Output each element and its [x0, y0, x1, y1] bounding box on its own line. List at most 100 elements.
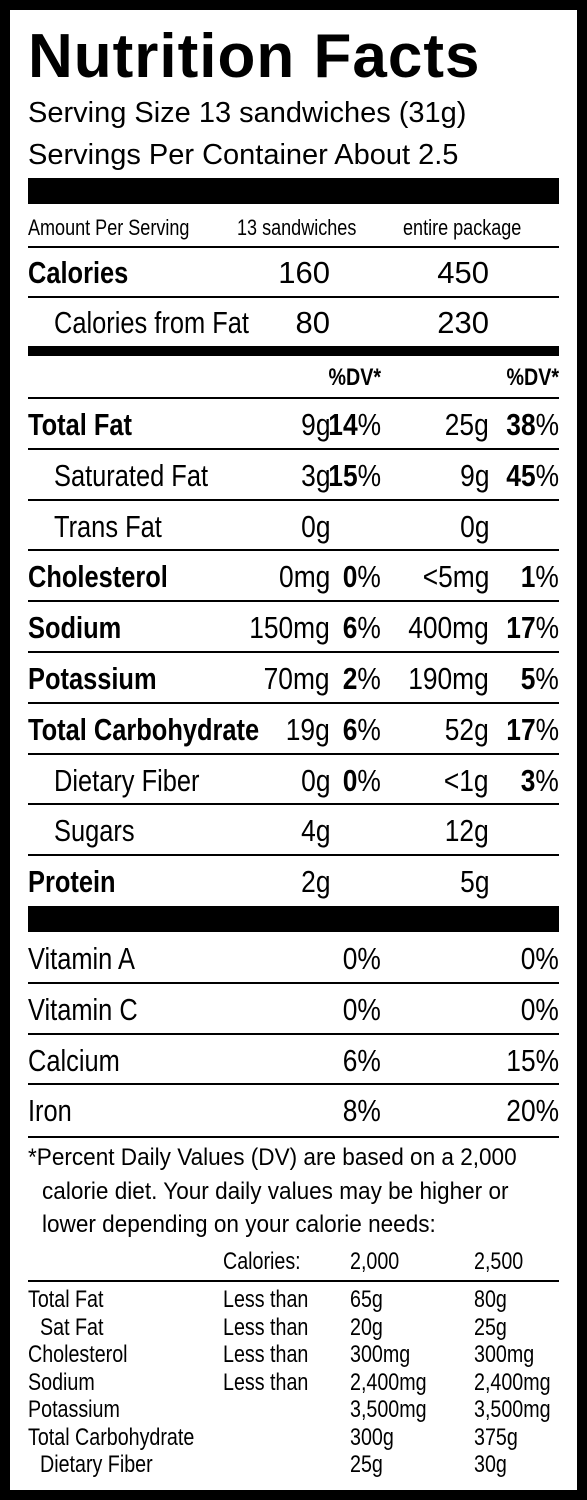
dv-table-row: Dietary Fiber 25g 30g — [28, 1451, 559, 1479]
nutrient-row: Saturated Fat 3g 9g 15% 45% — [28, 450, 559, 501]
nutrient-dv-b: 45% — [506, 450, 559, 501]
nutrient-dv-a: 15% — [328, 450, 381, 501]
calories-a: 160 — [278, 255, 330, 290]
nutrient-label: Total Carbohydrate — [28, 711, 260, 747]
dv-table-label: Cholesterol — [28, 1341, 128, 1368]
dv-table-value-2000: 25g — [350, 1451, 383, 1478]
nutrient-amount-b: 400mg — [408, 610, 489, 646]
dv-table-value-2000: 300mg — [350, 1341, 411, 1368]
nutrient-label: Total Fat — [28, 407, 133, 442]
calories-row: Calories 160 450 — [28, 247, 559, 298]
divider — [28, 803, 559, 806]
nutrient-dv-b: 17% — [506, 704, 559, 755]
dv-value: 6 — [342, 610, 358, 646]
dv-table-value-2500: 3,500mg — [474, 1396, 551, 1423]
nutrient-dv-a: 2% — [343, 653, 381, 704]
footnote-line-3: lower depending on your calorie needs: — [42, 1211, 436, 1238]
dv-value: 17 — [506, 711, 536, 747]
nutrient-amount-b: 25g — [445, 407, 489, 442]
divider — [28, 981, 559, 984]
dv-table-value-2000: 20g — [350, 1313, 383, 1341]
amount-per-serving-label: Amount Per Serving — [28, 215, 190, 240]
dv-value: 5 — [520, 661, 536, 696]
divider — [28, 600, 559, 603]
nutrient-label: Sugars — [54, 813, 135, 849]
calories-fat-label: Calories from Fat — [54, 305, 249, 340]
percent-sign: % — [357, 711, 381, 747]
dv-table-label: Potassium — [28, 1396, 120, 1423]
nutrient-amount-a: 70mg — [264, 661, 330, 696]
dv-value: 0 — [342, 559, 358, 595]
nutrient-row: Protein 2g 5g — [28, 856, 559, 907]
nutrient-label: Dietary Fiber — [54, 762, 200, 798]
nutrient-amount-a: 2g — [300, 864, 330, 900]
percent-sign: % — [535, 661, 559, 696]
nutrient-label: Protein — [28, 864, 116, 900]
dv-table-value-2000: 300g — [350, 1423, 394, 1451]
calories-label: Calories — [28, 255, 129, 290]
percent-sign: % — [357, 457, 381, 493]
dv-table-qualifier: Less than — [223, 1368, 309, 1396]
dv-table-value-2500: 375g — [474, 1423, 518, 1451]
divider — [28, 397, 559, 399]
nutrient-amount-b: 12g — [445, 813, 489, 849]
percent-sign: % — [535, 762, 559, 798]
nutrient-amount-a: 19g — [286, 711, 330, 747]
vitamin-dv-b: 0% — [520, 941, 559, 976]
dv-table-label: Sat Fat — [40, 1313, 104, 1341]
nutrient-dv-b: 17% — [506, 602, 559, 653]
dv-table-row: Sodium Less than 2,400mg 2,400mg — [28, 1369, 559, 1397]
dv-table-label: Total Fat — [28, 1286, 104, 1313]
divider — [28, 296, 559, 298]
nutrient-dv-a: 14% — [328, 399, 381, 450]
divider — [28, 1032, 559, 1035]
dv-table-row: Total Fat Less than 65g 80g — [28, 1286, 559, 1314]
nutrient-amount-b: 190mg — [408, 661, 489, 696]
vitamin-dv-a: 0% — [342, 941, 381, 976]
percent-sign: % — [357, 559, 381, 595]
column-a-header: 13 sandwiches — [237, 215, 357, 240]
calories-fat-b: 230 — [437, 305, 489, 340]
servings-per-container: Servings Per Container About 2.5 — [28, 139, 459, 171]
percent-sign: % — [357, 407, 381, 442]
nutrient-row: Cholesterol 0mg <5mg 0% 1% — [28, 551, 559, 602]
dv-table-value-2500: 30g — [474, 1451, 507, 1478]
calories-b: 450 — [437, 255, 489, 290]
nutrient-dv-a: 0% — [343, 551, 381, 602]
dv-table-qualifier: Less than — [223, 1341, 309, 1368]
nutrient-label: Sodium — [28, 610, 122, 646]
percent-sign: % — [535, 711, 559, 747]
nutrient-amount-b: 0g — [459, 508, 489, 544]
nutrient-dv-b: 3% — [521, 755, 559, 806]
vitamin-dv-b: 20% — [506, 1093, 559, 1129]
nutrient-dv-b: 5% — [521, 653, 559, 704]
dv-table-label: Dietary Fiber — [40, 1451, 153, 1478]
nutrient-row: Sugars 4g 12g — [28, 805, 559, 856]
column-b-header: entire package — [403, 215, 522, 240]
footnote-line-2: calorie diet. Your daily values may be h… — [42, 1178, 509, 1205]
nutrient-label: Cholesterol — [28, 559, 168, 595]
vitamin-dv-a: 0% — [342, 991, 381, 1027]
percent-sign: % — [357, 610, 381, 646]
dv-table-row: Cholesterol Less than 300mg 300mg — [28, 1341, 559, 1369]
divider — [28, 854, 559, 857]
divider — [28, 246, 559, 248]
vitamin-row: Vitamin C 0% 0% — [28, 984, 559, 1035]
dv-table-label: Total Carbohydrate — [28, 1423, 195, 1451]
divider — [28, 1136, 559, 1138]
dv-table-value-2000: 3,500mg — [350, 1396, 427, 1423]
vitamin-label: Vitamin A — [28, 941, 135, 976]
dv-b-header: %DV* — [506, 364, 559, 391]
nutrient-row: Potassium 70mg 190mg 2% 5% — [28, 653, 559, 704]
dv-table-col-2500: 2,500 — [474, 1248, 524, 1275]
nutrient-label: Potassium — [28, 661, 157, 696]
dv-table-row: Sat Fat Less than 20g 25g — [28, 1314, 559, 1342]
nutrient-row: Sodium 150mg 400mg 6% 17% — [28, 602, 559, 653]
dv-table-calories-label: Calories: — [223, 1248, 301, 1275]
dv-value: 2 — [342, 661, 358, 696]
nutrient-dv-a: 0% — [343, 755, 381, 806]
percent-sign: % — [535, 610, 559, 646]
divider — [28, 1280, 559, 1282]
nutrient-amount-a: 3g — [300, 457, 330, 493]
